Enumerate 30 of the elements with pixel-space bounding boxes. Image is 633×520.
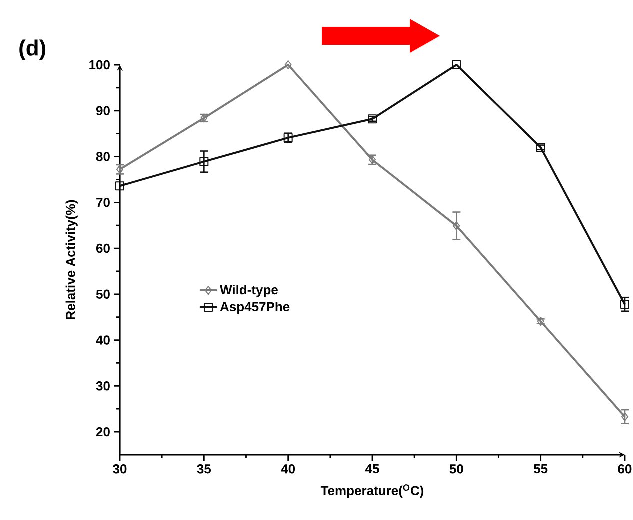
point [621,412,628,422]
y-tick-label: 80 [96,152,110,162]
point [453,222,460,231]
y-tick-label: 70 [96,198,110,208]
y-tick-label: 100 [90,60,110,70]
x-tick-label: 50 [450,464,464,474]
point [537,316,544,326]
y-tick-label: 90 [96,106,110,116]
point [116,165,124,174]
y-tick-label: 50 [96,290,110,300]
x-tick-label: 60 [618,464,632,474]
point [116,182,125,191]
point [452,60,462,70]
x-tick-label: 35 [197,464,212,474]
text: (d) [20,40,46,60]
x-tick-label: 30 [113,464,127,474]
x-tick-label: 40 [281,464,296,474]
x-axis-title: Temperature($^{O}$C) [320,484,424,498]
point [620,300,630,309]
point [284,60,292,70]
point [200,157,209,166]
x-tick-label: 45 [365,464,380,474]
y-tick-label: 30 [96,382,110,391]
y-tick-label: 60 [96,244,110,254]
y-axis-title: Relative Activity(%) [66,200,78,320]
x-tick-label: 55 [534,464,548,474]
y-tick-label: 20 [96,427,110,437]
y-tick-label: 40 [96,336,110,345]
legend-label: Asp457Phe [220,302,290,314]
legend-label: Wild-type [220,285,278,298]
